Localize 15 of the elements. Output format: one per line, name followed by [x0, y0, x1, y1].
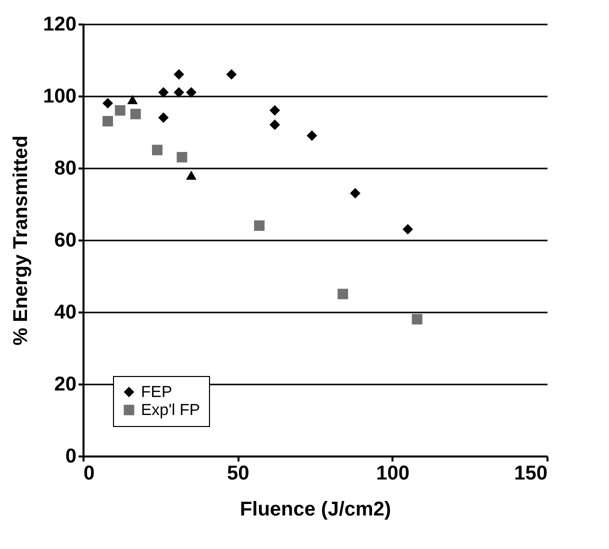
- y-tick-label: 100: [43, 86, 76, 108]
- x-axis-title: Fluence (J/cm2): [240, 498, 392, 520]
- y-tick-label: 80: [54, 158, 76, 180]
- legend-label: Exp'l FP: [141, 402, 200, 419]
- x-tick-label: 50: [227, 462, 250, 484]
- y-axis-title: % Energy Transmitted: [10, 135, 32, 346]
- y-tick-label: 20: [54, 374, 76, 396]
- y-tick-label: 60: [54, 230, 76, 252]
- y-tick-label: 0: [65, 446, 76, 468]
- y-tick-label: 120: [43, 14, 76, 36]
- x-tick-label: 150: [514, 462, 548, 484]
- y-tick-label: 40: [54, 302, 76, 324]
- x-tick-label: 100: [376, 462, 410, 484]
- legend-label: FEP: [141, 384, 172, 401]
- x-tick-label: 0: [84, 462, 95, 484]
